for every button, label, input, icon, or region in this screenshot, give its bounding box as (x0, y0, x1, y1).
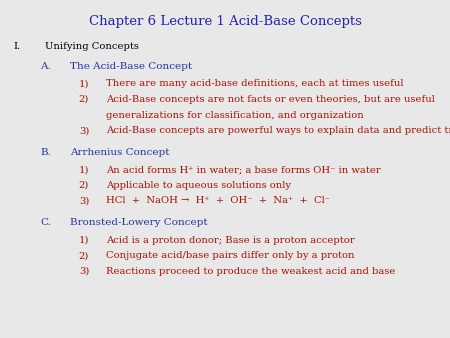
Text: I.: I. (14, 42, 21, 51)
Text: An acid forms H⁺ in water; a base forms OH⁻ in water: An acid forms H⁺ in water; a base forms … (106, 165, 381, 174)
Text: The Acid-Base Concept: The Acid-Base Concept (70, 62, 192, 71)
Text: 1): 1) (79, 236, 89, 245)
Text: Acid-Base concepts are powerful ways to explain data and predict trends: Acid-Base concepts are powerful ways to … (106, 126, 450, 135)
Text: 3): 3) (79, 267, 89, 276)
Text: 1): 1) (79, 165, 89, 174)
Text: C.: C. (40, 218, 51, 227)
Text: 1): 1) (79, 79, 89, 89)
Text: generalizations for classification, and organization: generalizations for classification, and … (106, 111, 364, 120)
Text: 2): 2) (79, 181, 89, 190)
Text: Acid-Base concepts are not facts or even theories, but are useful: Acid-Base concepts are not facts or even… (106, 95, 435, 104)
Text: Acid is a proton donor; Base is a proton acceptor: Acid is a proton donor; Base is a proton… (106, 236, 355, 245)
Text: Arrhenius Concept: Arrhenius Concept (70, 148, 169, 157)
Text: 3): 3) (79, 126, 89, 135)
Text: Reactions proceed to produce the weakest acid and base: Reactions proceed to produce the weakest… (106, 267, 395, 276)
Text: There are many acid-base definitions, each at times useful: There are many acid-base definitions, ea… (106, 79, 403, 89)
Text: Unifying Concepts: Unifying Concepts (45, 42, 139, 51)
Text: A.: A. (40, 62, 51, 71)
Text: 2): 2) (79, 95, 89, 104)
Text: HCl  +  NaOH →  H⁺  +  OH⁻  +  Na⁺  +  Cl⁻: HCl + NaOH → H⁺ + OH⁻ + Na⁺ + Cl⁻ (106, 196, 330, 206)
Text: Chapter 6 Lecture 1 Acid-Base Concepts: Chapter 6 Lecture 1 Acid-Base Concepts (89, 15, 361, 28)
Text: 2): 2) (79, 251, 89, 260)
Text: B.: B. (40, 148, 51, 157)
Text: Bronsted-Lowery Concept: Bronsted-Lowery Concept (70, 218, 207, 227)
Text: Applicable to aqueous solutions only: Applicable to aqueous solutions only (106, 181, 291, 190)
Text: 3): 3) (79, 196, 89, 206)
Text: Conjugate acid/base pairs differ only by a proton: Conjugate acid/base pairs differ only by… (106, 251, 354, 260)
